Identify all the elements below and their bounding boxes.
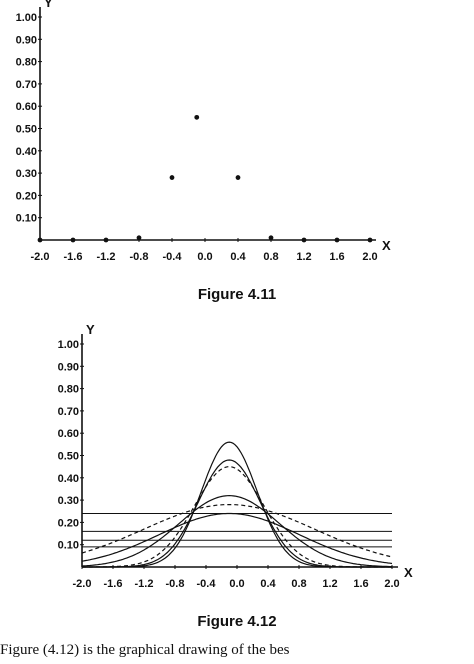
data-point [367,237,373,243]
data-point [301,237,307,243]
fig2-x-tick-label: -1.6 [104,578,123,590]
curve-line [82,465,392,568]
curve-line [81,494,392,568]
fig2-y-tick-label: 0.90 [58,361,79,373]
data-point [194,114,200,120]
data-point [136,235,142,241]
fig2-x-tick-label: 1.2 [322,578,337,590]
fig2-y-tick-label: 0.30 [58,495,79,507]
fig2-y-tick-label: 0.60 [58,428,79,440]
data-point [103,237,109,243]
data-point [70,237,76,243]
fig2-y-tick-label: 1.00 [58,339,79,351]
fig2-y-tick-label: 0.70 [58,406,79,418]
figure-4-11-scatter: 1.00 0.90 0.80 0.70 0.60 0.50 0.40 0.30 0.20 0.10… [16,0,391,263]
fig1-x-tick-label: -2.0 [31,251,50,263]
fig1-y-tick-label: 0.60 [16,101,37,113]
fig2-y-tick-label: 0.10 [58,540,79,552]
data-point [235,175,241,180]
fig2-x-tick-label: 0.0 [229,578,244,590]
figure-4-12-caption: Figure 4.12 [197,613,277,630]
fig1-x-tick-label: 0.4 [230,251,246,263]
curve-line [81,512,393,565]
fig1-x-tick-label: 1.2 [296,251,311,263]
fig2-x-tick-label: -0.4 [197,578,217,590]
fig1-y-tick-label: 0.50 [16,124,37,136]
body-text: Figure (4.12) is the graphical drawing o… [0,642,290,658]
fig2-x-tick-label: 1.6 [353,578,368,590]
fig2-x-axis-label: X [404,565,413,580]
fig1-y-tick-label: 0.40 [16,146,37,158]
data-point [334,237,340,243]
fig2-y-tick-label: 0.20 [58,517,79,529]
fig2-y-tick-label: 0.50 [58,451,79,463]
fig1-y-tick-label: 0.10 [16,213,37,225]
fig2-y-axis-label: Y [86,322,95,337]
fig1-y-tick-label: 0.80 [16,57,37,69]
fig1-y-axis-label: Y [44,0,53,10]
fig1-x-tick-label: 0.8 [263,251,278,263]
fig1-x-tick-label: 1.6 [329,251,344,263]
fig1-y-tick-label: 0.90 [16,34,37,46]
fig1-x-tick-label: -1.2 [97,251,116,263]
fig2-y-tick-label: 0.80 [58,384,79,396]
figure-4-12-line-chart: 1.00 0.90 0.80 0.70 0.60 0.50 0.40 0.30 0.20 0.10… [58,322,413,590]
fig1-x-tick-label: -0.4 [163,251,183,263]
fig1-x-tick-label: 2.0 [362,251,377,263]
fig2-x-tick-label: -1.2 [135,578,154,590]
data-point [37,237,43,243]
fig1-x-tick-label: -1.6 [64,251,83,263]
fig1-x-tick-label: 0.0 [197,251,212,263]
fig2-x-tick-label: 0.4 [260,578,276,590]
fig1-y-tick-label: 1.00 [16,12,37,24]
data-point [169,175,175,180]
fig2-x-tick-label: -0.8 [166,578,185,590]
fig1-y-tick-label: 0.30 [16,168,37,180]
curve-line [81,504,393,558]
figure-4-11-caption: Figure 4.11 [197,286,277,303]
fig1-x-tick-label: -0.8 [130,251,149,263]
fig1-x-axis-label: X [382,238,391,253]
fig1-y-tick-label: 0.70 [16,79,37,91]
fig2-x-tick-label: -2.0 [73,578,92,590]
fig2-x-tick-label: 2.0 [384,578,399,590]
fig2-x-tick-label: 0.8 [291,578,306,590]
fig2-y-tick-label: 0.40 [58,473,79,485]
fig1-y-tick-label: 0.20 [16,190,37,202]
data-point [268,235,274,241]
